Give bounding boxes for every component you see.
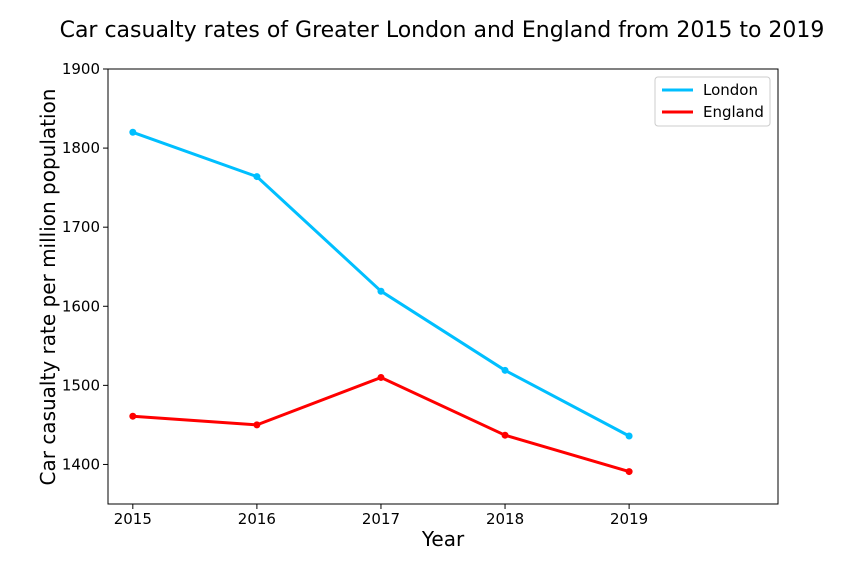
- y-tick-label: 1600: [62, 297, 100, 315]
- data-point-london: [377, 287, 385, 295]
- x-axis-label: Year: [421, 527, 465, 551]
- x-tick-label: 2016: [238, 510, 276, 528]
- x-tick-label: 2019: [610, 510, 648, 528]
- legend-label-london: London: [703, 81, 758, 99]
- data-point-london: [129, 128, 137, 136]
- series-line-london: [132, 130, 630, 438]
- x-tick-label: 2017: [362, 510, 400, 528]
- y-tick-label: 1700: [62, 218, 100, 236]
- data-point-england: [129, 412, 137, 420]
- y-tick-label: 1400: [62, 455, 100, 473]
- legend: London England: [654, 76, 771, 127]
- data-point-england: [377, 373, 385, 381]
- data-point-london: [625, 432, 633, 440]
- chart-title: Car casualty rates of Greater London and…: [60, 18, 825, 43]
- plot-area-frame: [107, 68, 779, 505]
- series-line-england: [132, 376, 630, 474]
- x-tick-label: 2015: [114, 510, 152, 528]
- y-axis-ticks: 1400 1500 1600 1700 1800 1900: [62, 60, 108, 473]
- y-tick-label: 1800: [62, 139, 100, 157]
- x-axis-ticks: 2015 2016 2017 2018 2019: [114, 504, 648, 528]
- x-tick-label: 2018: [486, 510, 524, 528]
- data-point-london: [253, 173, 261, 181]
- y-axis-label: Car casualty rate per million population: [36, 89, 60, 486]
- y-tick-label: 1500: [62, 376, 100, 394]
- legend-label-england: England: [703, 103, 764, 121]
- data-point-london: [501, 366, 509, 374]
- y-tick-label: 1900: [62, 60, 100, 78]
- data-point-england: [501, 431, 509, 439]
- data-point-england: [253, 421, 261, 429]
- series-layer: [129, 128, 633, 476]
- data-point-england: [625, 468, 633, 476]
